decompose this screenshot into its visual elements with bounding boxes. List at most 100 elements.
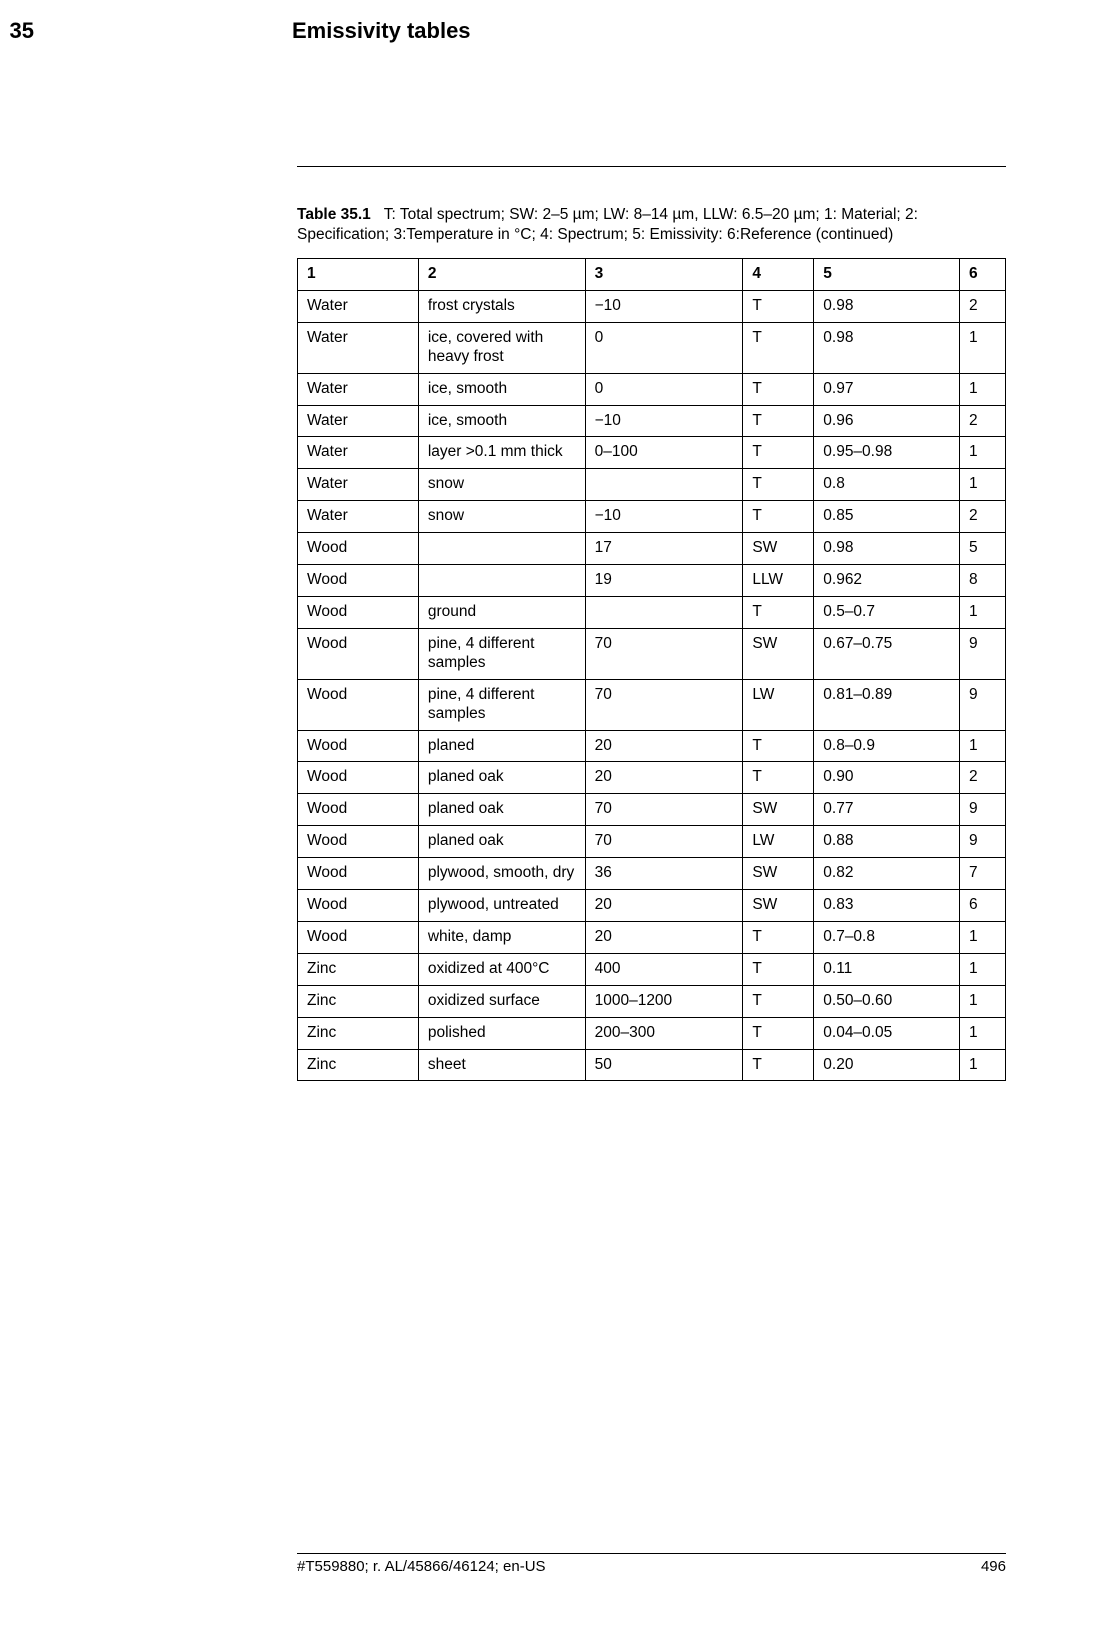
table-cell: Wood [298,596,419,628]
table-cell: 0.8 [814,469,960,501]
table-row: Wood19LLW0.9628 [298,565,1006,597]
table-cell: 9 [960,826,1006,858]
table-cell: 17 [585,533,743,565]
table-cell: T [743,322,814,373]
table-cell: T [743,290,814,322]
table-row: Woodplywood, untreated20SW0.836 [298,890,1006,922]
table-cell: ice, smooth [418,373,585,405]
table-cell: 0.81–0.89 [814,679,960,730]
table-row: WoodgroundT0.5–0.71 [298,596,1006,628]
table-cell: 200–300 [585,1017,743,1049]
page-number: 496 [981,1558,1006,1575]
table-cell: planed oak [418,762,585,794]
table-cell: Wood [298,858,419,890]
table-row: Woodplywood, smooth, dry36SW0.827 [298,858,1006,890]
table-cell: 20 [585,921,743,953]
table-cell [418,533,585,565]
table-cell: 2 [960,501,1006,533]
table-cell: −10 [585,501,743,533]
table-cell: 0.50–0.60 [814,985,960,1017]
table-cell: planed oak [418,826,585,858]
rule-bottom [297,1553,1006,1554]
table-cell: 2 [960,405,1006,437]
table-cell: 400 [585,953,743,985]
table-cell: 9 [960,794,1006,826]
table-cell: Zinc [298,1017,419,1049]
col-header: 1 [298,259,419,291]
table-cell: 0.97 [814,373,960,405]
table-cell: Wood [298,826,419,858]
table-cell: 36 [585,858,743,890]
table-cell [418,565,585,597]
table-row: Zincoxidized at 400°C400T0.111 [298,953,1006,985]
table-row: Woodplaned oak70LW0.889 [298,826,1006,858]
table-cell: 0.11 [814,953,960,985]
table-cell: 0.82 [814,858,960,890]
table-cell: 1 [960,730,1006,762]
table-row: Woodplaned oak20T0.902 [298,762,1006,794]
table-cell: T [743,1017,814,1049]
table-cell: Wood [298,679,419,730]
col-header: 6 [960,259,1006,291]
table-cell: 1 [960,953,1006,985]
table-row: Woodplaned20T0.8–0.91 [298,730,1006,762]
table-cell: 0.04–0.05 [814,1017,960,1049]
table-cell: Zinc [298,1049,419,1081]
table-cell: 1 [960,469,1006,501]
table-cell: ground [418,596,585,628]
table-cell: snow [418,469,585,501]
table-cell: Water [298,405,419,437]
table-cell: ice, smooth [418,405,585,437]
table-cell: Water [298,322,419,373]
table-cell: 0 [585,373,743,405]
table-cell: Zinc [298,985,419,1017]
table-cell: polished [418,1017,585,1049]
table-cell: 70 [585,794,743,826]
page: 35 Emissivity tables Table 35.1 T: Total… [0,0,1096,1635]
chapter-number: 35 [0,18,34,44]
col-header: 4 [743,259,814,291]
table-cell: 1000–1200 [585,985,743,1017]
table-cell: 0 [585,322,743,373]
table-cell: Zinc [298,953,419,985]
table-cell: 0.83 [814,890,960,922]
table-cell: 0.5–0.7 [814,596,960,628]
table-cell: plywood, smooth, dry [418,858,585,890]
table-cell: ice, covered with heavy frost [418,322,585,373]
table-cell: T [743,730,814,762]
table-cell: SW [743,858,814,890]
col-header: 3 [585,259,743,291]
table-cell: T [743,437,814,469]
table-cell: 0–100 [585,437,743,469]
table-cell: T [743,501,814,533]
table-cell: planed oak [418,794,585,826]
table-cell: 0.95–0.98 [814,437,960,469]
table-cell: Wood [298,794,419,826]
table-cell: plywood, untreated [418,890,585,922]
table-cell: Water [298,437,419,469]
table-cell: T [743,373,814,405]
table-cell: 0.98 [814,290,960,322]
table-cell: 2 [960,290,1006,322]
table-row: Watersnow−10T0.852 [298,501,1006,533]
table-cell: T [743,469,814,501]
table-cell: 1 [960,373,1006,405]
table-row: Waterfrost crystals−10T0.982 [298,290,1006,322]
table-cell: 1 [960,1017,1006,1049]
table-caption: Table 35.1 T: Total spectrum; SW: 2–5 µm… [297,205,1006,245]
table-row: Woodwhite, damp20T0.7–0.81 [298,921,1006,953]
table-head: 1 2 3 4 5 6 [298,259,1006,291]
table-cell: Wood [298,730,419,762]
doc-id: #T559880; r. AL/45866/46124; en-US [297,1558,546,1575]
table-cell: T [743,921,814,953]
table-cell: 0.67–0.75 [814,628,960,679]
table-cell: 8 [960,565,1006,597]
table-row: Woodplaned oak70SW0.779 [298,794,1006,826]
col-header: 2 [418,259,585,291]
table-cell: T [743,1049,814,1081]
table-cell: 9 [960,628,1006,679]
table-cell: Wood [298,890,419,922]
table-cell [585,596,743,628]
table-cell: SW [743,628,814,679]
table-caption-text: T: Total spectrum; SW: 2–5 µm; LW: 8–14 … [297,206,918,243]
